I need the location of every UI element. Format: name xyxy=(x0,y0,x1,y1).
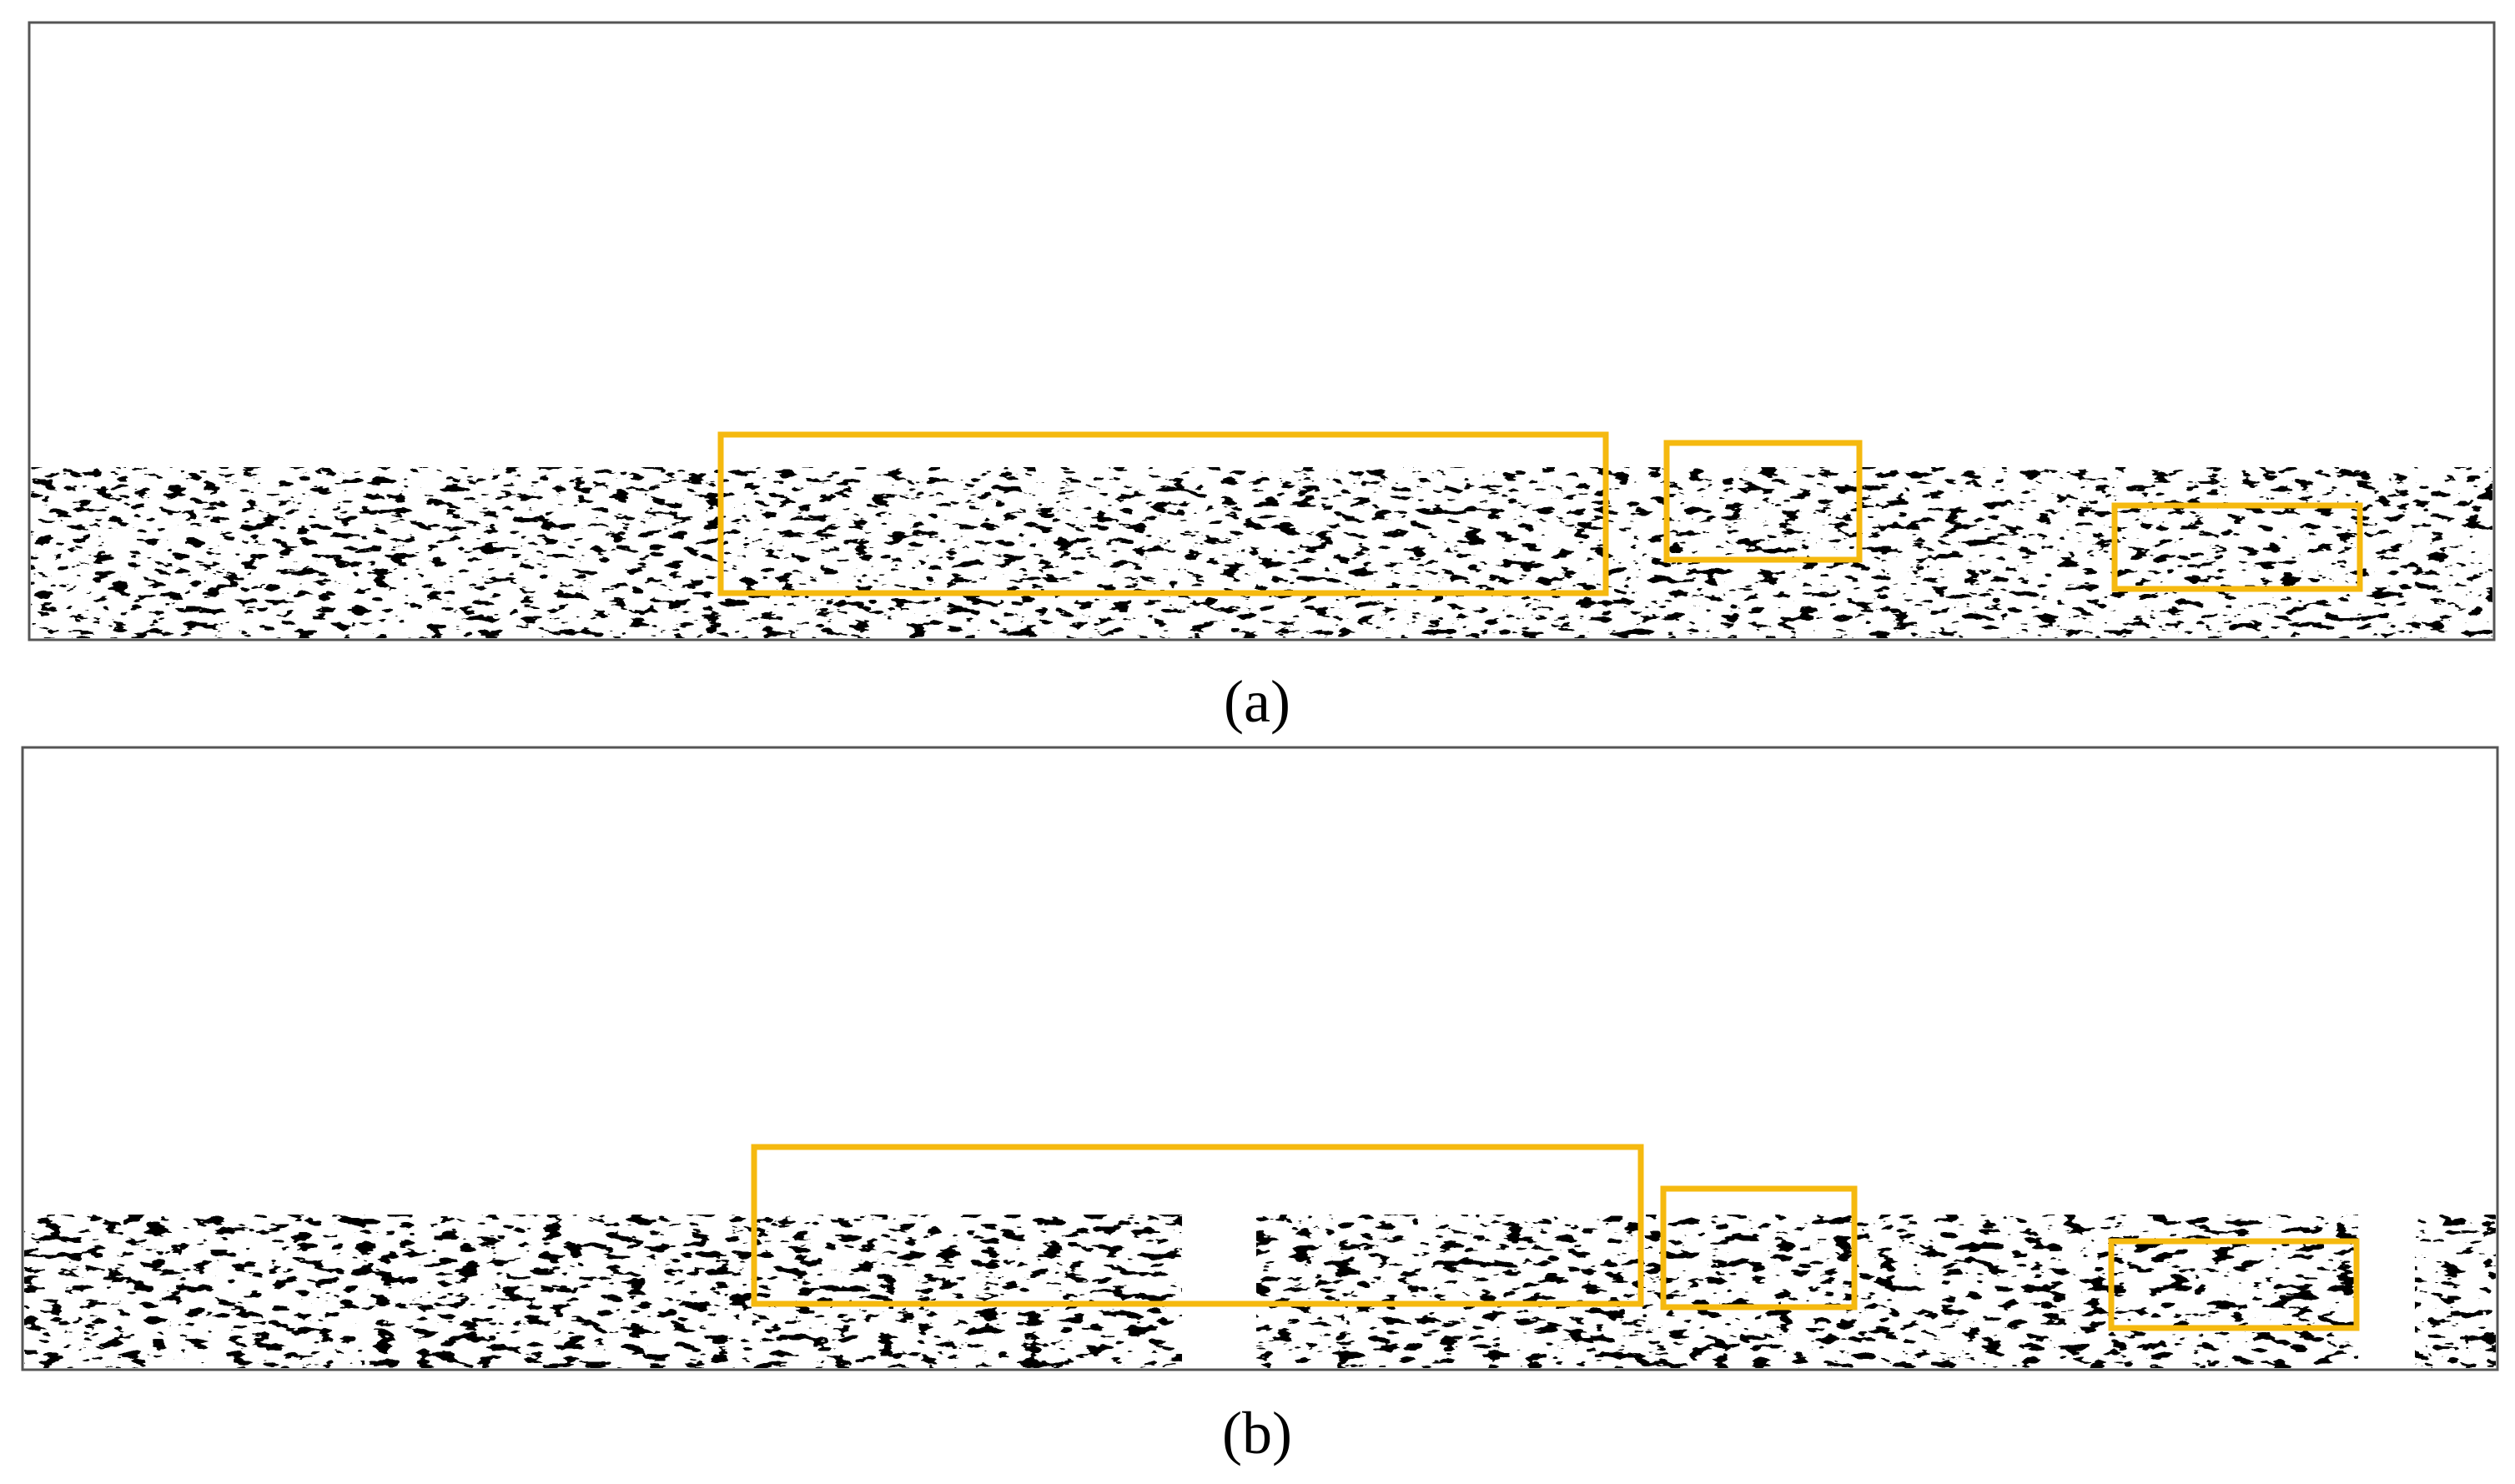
highlight-box xyxy=(751,1144,1644,1307)
highlight-box xyxy=(1660,1185,1858,1310)
highlight-box xyxy=(1663,440,1863,563)
binary-texture xyxy=(1256,1215,2358,1368)
caption: (a) xyxy=(1224,668,1290,735)
caption: (b) xyxy=(1222,1400,1292,1466)
highlight-box xyxy=(2108,1238,2360,1331)
binary-texture xyxy=(31,467,2492,638)
binary-texture xyxy=(2415,1215,2496,1368)
panel-a: (a) xyxy=(28,21,2496,735)
highlight-box xyxy=(2111,502,2363,592)
binary-texture xyxy=(24,1215,1182,1368)
panel-b: (b) xyxy=(21,746,2499,1466)
highlight-box xyxy=(717,431,1609,596)
